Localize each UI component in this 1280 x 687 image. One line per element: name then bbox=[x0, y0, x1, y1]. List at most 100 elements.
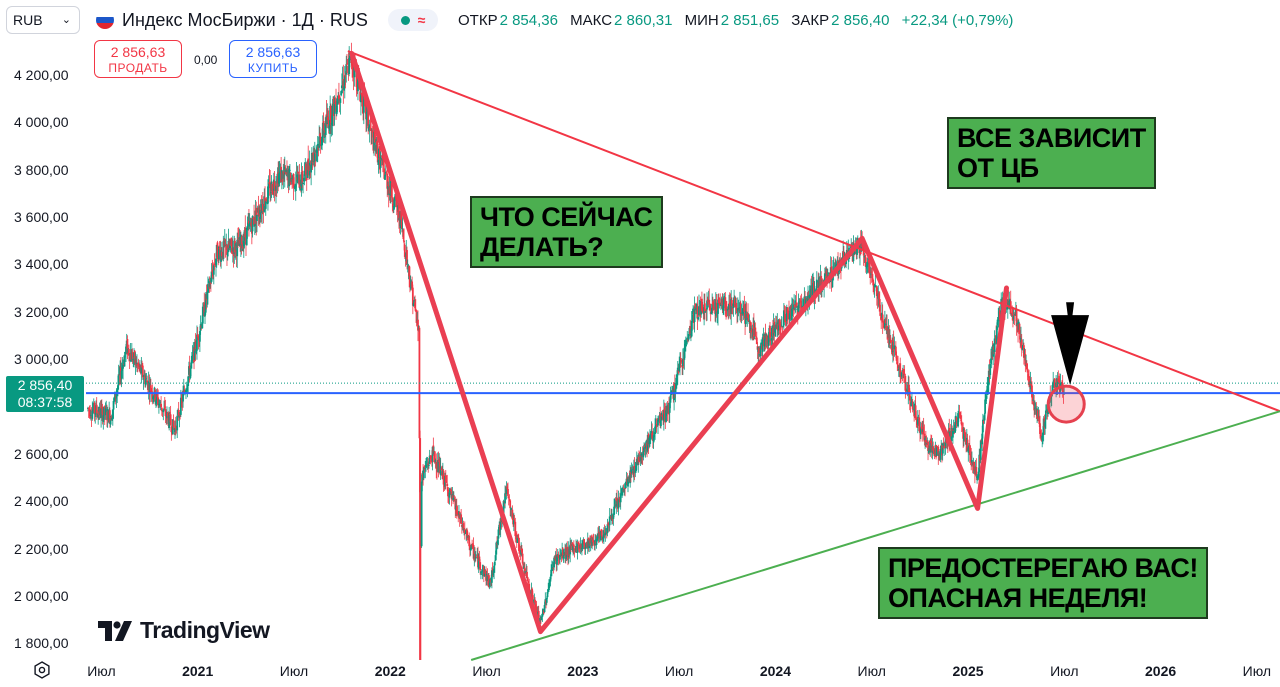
candle-body bbox=[177, 410, 180, 418]
candle-body bbox=[412, 303, 415, 307]
annotation-warning-line1: ПРЕДОСТЕРЕГАЮ ВАС! bbox=[888, 553, 1198, 583]
candle-body bbox=[297, 174, 299, 183]
candle-body bbox=[344, 72, 347, 78]
candle-body bbox=[149, 385, 152, 392]
candle-body bbox=[679, 358, 681, 366]
candle-body bbox=[897, 364, 899, 368]
candle-body bbox=[204, 294, 207, 313]
symbol-title[interactable]: Индекс МосБиржи · 1Д · RUS bbox=[122, 10, 368, 30]
candle-body bbox=[324, 117, 327, 136]
candle-body bbox=[725, 312, 727, 314]
candle-body bbox=[605, 533, 607, 534]
candle-body bbox=[182, 389, 185, 395]
resistance-trend-line[interactable] bbox=[347, 50, 1280, 413]
support-trend-line[interactable] bbox=[470, 410, 1280, 661]
candle-body bbox=[874, 285, 877, 286]
annotation-warning[interactable]: ПРЕДОСТЕРЕГАЮ ВАС! ОПАСНАЯ НЕДЕЛЯ! bbox=[878, 547, 1208, 619]
buy-button[interactable]: 2 856,63 КУПИТЬ bbox=[229, 40, 317, 78]
candle-body bbox=[1063, 393, 1066, 395]
candle-body bbox=[801, 305, 804, 307]
candle-body bbox=[197, 335, 200, 341]
candle-body bbox=[168, 413, 171, 428]
candle-body bbox=[142, 378, 145, 380]
candle-body bbox=[91, 411, 94, 419]
candle-body bbox=[488, 575, 490, 587]
candle-body bbox=[657, 418, 660, 420]
currency-select[interactable]: RUB ⌄ bbox=[6, 6, 80, 34]
candle-body bbox=[282, 172, 285, 179]
spread-value: 0,00 bbox=[194, 53, 218, 67]
down-arrow-annotation[interactable] bbox=[1051, 302, 1090, 386]
candle-body bbox=[222, 241, 225, 260]
candle-body bbox=[470, 544, 473, 550]
annotation-what-now[interactable]: ЧТО СЕЙЧАС ДЕЛАТЬ? bbox=[470, 196, 663, 268]
candle-body bbox=[237, 237, 239, 239]
market-status-pill[interactable]: ≈ bbox=[388, 9, 438, 31]
russia-flag-icon bbox=[96, 11, 114, 29]
tradingview-logo[interactable]: TradingView bbox=[98, 617, 270, 644]
sell-button[interactable]: 2 856,63 ПРОДАТЬ bbox=[94, 40, 182, 78]
candle-body bbox=[804, 299, 807, 306]
candle-body bbox=[954, 424, 957, 433]
candle-body bbox=[875, 286, 878, 297]
time-axis-tick: Июл bbox=[1050, 663, 1079, 679]
candle-body bbox=[870, 273, 872, 275]
candle-body bbox=[624, 488, 626, 489]
focus-circle-marker[interactable] bbox=[1046, 384, 1086, 424]
candle-body bbox=[155, 400, 157, 404]
candle-body bbox=[581, 541, 584, 548]
candle-body bbox=[539, 618, 542, 623]
candle-body bbox=[996, 319, 999, 326]
candle-body bbox=[684, 345, 687, 346]
candle-body bbox=[439, 466, 442, 476]
candle-body bbox=[736, 311, 738, 313]
candle-body bbox=[236, 239, 239, 257]
candle-body bbox=[506, 486, 509, 490]
candle-body bbox=[969, 454, 972, 458]
candle-body bbox=[591, 539, 594, 546]
candle-body bbox=[1044, 410, 1047, 420]
candle-body bbox=[88, 408, 91, 411]
candle-body bbox=[505, 487, 508, 494]
candle-body bbox=[681, 364, 684, 368]
candle-body bbox=[340, 91, 343, 96]
candle-body bbox=[507, 489, 509, 496]
candle-body bbox=[668, 402, 671, 413]
candle-body bbox=[393, 197, 396, 208]
annotation-depends-cb[interactable]: ВСЕ ЗАВИСИТ ОТ ЦБ bbox=[947, 117, 1156, 189]
candle-body bbox=[867, 259, 870, 263]
candle-body bbox=[1016, 322, 1019, 327]
candle-body bbox=[641, 453, 643, 457]
candle-body bbox=[1021, 349, 1024, 351]
candle-body bbox=[717, 297, 720, 304]
candle-body bbox=[261, 203, 264, 212]
candle-body bbox=[456, 512, 459, 515]
candle-body bbox=[797, 304, 800, 313]
candle-body bbox=[546, 592, 549, 598]
candle-body bbox=[890, 344, 893, 350]
candle-body bbox=[604, 532, 607, 536]
candle-body bbox=[990, 358, 992, 364]
candle-body bbox=[154, 389, 157, 403]
candle-body bbox=[217, 257, 220, 262]
zigzag-wave-line[interactable] bbox=[349, 51, 1009, 635]
candle-body bbox=[447, 487, 449, 497]
candle-body bbox=[207, 280, 210, 284]
candle-body bbox=[659, 413, 662, 426]
candle-body bbox=[573, 549, 576, 551]
candle-body bbox=[998, 310, 1001, 321]
candle-body bbox=[572, 545, 575, 551]
settings-icon[interactable] bbox=[33, 661, 51, 679]
candle-body bbox=[717, 299, 719, 314]
candle-body bbox=[917, 416, 920, 418]
candle-body bbox=[728, 302, 731, 305]
candle-body bbox=[159, 402, 162, 403]
candle-body bbox=[583, 539, 585, 545]
candle-body bbox=[798, 300, 801, 304]
candle-body bbox=[796, 308, 798, 310]
candle-body bbox=[164, 409, 167, 417]
candle-body bbox=[715, 303, 718, 313]
candle-body bbox=[440, 468, 443, 470]
candle-body bbox=[97, 413, 100, 419]
